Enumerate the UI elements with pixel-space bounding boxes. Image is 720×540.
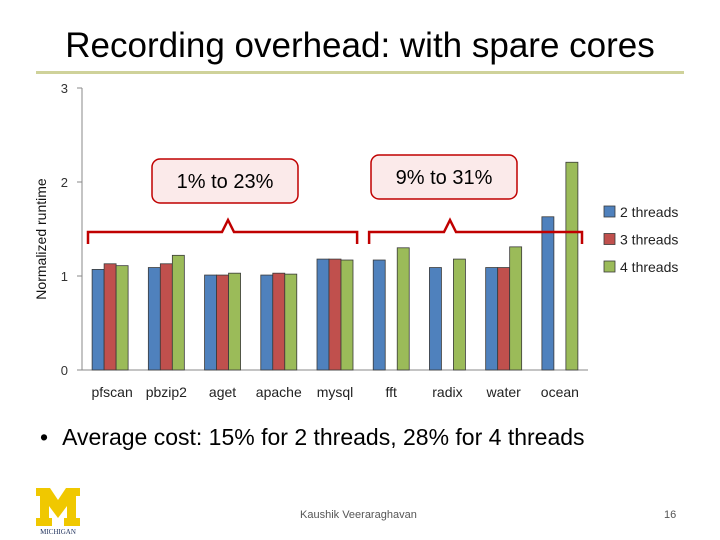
bar-water-4-threads [509,246,523,371]
bar-pbzip2-2-threads [147,267,161,371]
bar-chart: 0 1 2 3 Normalized runtime pfscan pbzip2 aget ap… [33,81,678,400]
y-tick-label: 1 [61,269,68,284]
x-tick-label: apache [256,384,302,400]
bar-apache-2-threads [260,274,274,371]
bar-pfscan-2-threads [91,269,105,371]
bar-water-2-threads [485,267,499,371]
legend-label: 3 threads [620,232,678,248]
bar-ocean-2-threads [541,216,555,371]
bar-mysql-4-threads [340,259,354,371]
legend-swatch [603,233,616,245]
logo-text: MICHIGAN [40,528,76,536]
annotation-label: 1% to 23% [177,171,274,193]
footer-author: Kaushik Veeraraghavan [300,509,417,521]
x-tick-label: water [486,384,522,400]
annotation-box [151,158,299,204]
university-logo: MICHIGAN [36,488,80,536]
annotation-bracket [367,217,584,244]
slide-title: Recording overhead: with spare cores [65,26,655,65]
bar-aget-2-threads [204,274,217,371]
bar-aget-3-threads [216,274,229,371]
bar-ocean-4-threads [565,161,579,371]
bar-water-3-threads [497,267,511,371]
x-tick-label: radix [432,384,462,400]
bar-fft-2-threads [372,259,386,371]
bullet-text: Average cost: 15% for 2 threads, 28% for… [62,424,585,450]
bar-radix-2-threads [429,267,442,371]
legend-swatch [603,260,616,273]
bar-radix-4-threads [453,258,466,371]
bar-pbzip2-4-threads [171,254,185,371]
y-axis-label: Normalized runtime [33,178,49,300]
bar-aget-4-threads [228,272,241,371]
bar-pfscan-4-threads [115,265,129,371]
bullet-point: • Average cost: 15% for 2 threads, 28% fo… [40,424,585,451]
y-tick-label: 3 [61,81,68,96]
bar-mysql-3-threads [328,258,342,371]
x-tick-label: pfscan [91,384,132,400]
annotation-bracket [86,217,359,244]
legend-label: 4 threads [620,259,678,275]
annotation-label: 9% to 31% [396,167,493,189]
legend-swatch [603,205,616,218]
title-divider [36,71,684,74]
x-tick-label: aget [209,384,236,400]
bar-pfscan-3-threads [103,263,117,371]
y-tick-label: 0 [61,363,68,378]
legend-label: 2 threads [620,204,678,220]
x-tick-label: pbzip2 [146,384,187,400]
x-tick-label: mysql [317,384,354,400]
y-tick-label: 2 [61,175,68,190]
x-tick-label: fft [386,384,398,400]
bar-apache-4-threads [284,273,298,371]
bar-mysql-2-threads [316,258,330,371]
bar-apache-3-threads [272,272,286,371]
x-tick-label: ocean [541,384,579,400]
bar-fft-4-threads [396,247,410,371]
annotation-box [370,154,518,200]
bullet-icon: • [40,424,49,450]
bar-pbzip2-3-threads [159,263,173,371]
page-number: 16 [664,509,677,521]
